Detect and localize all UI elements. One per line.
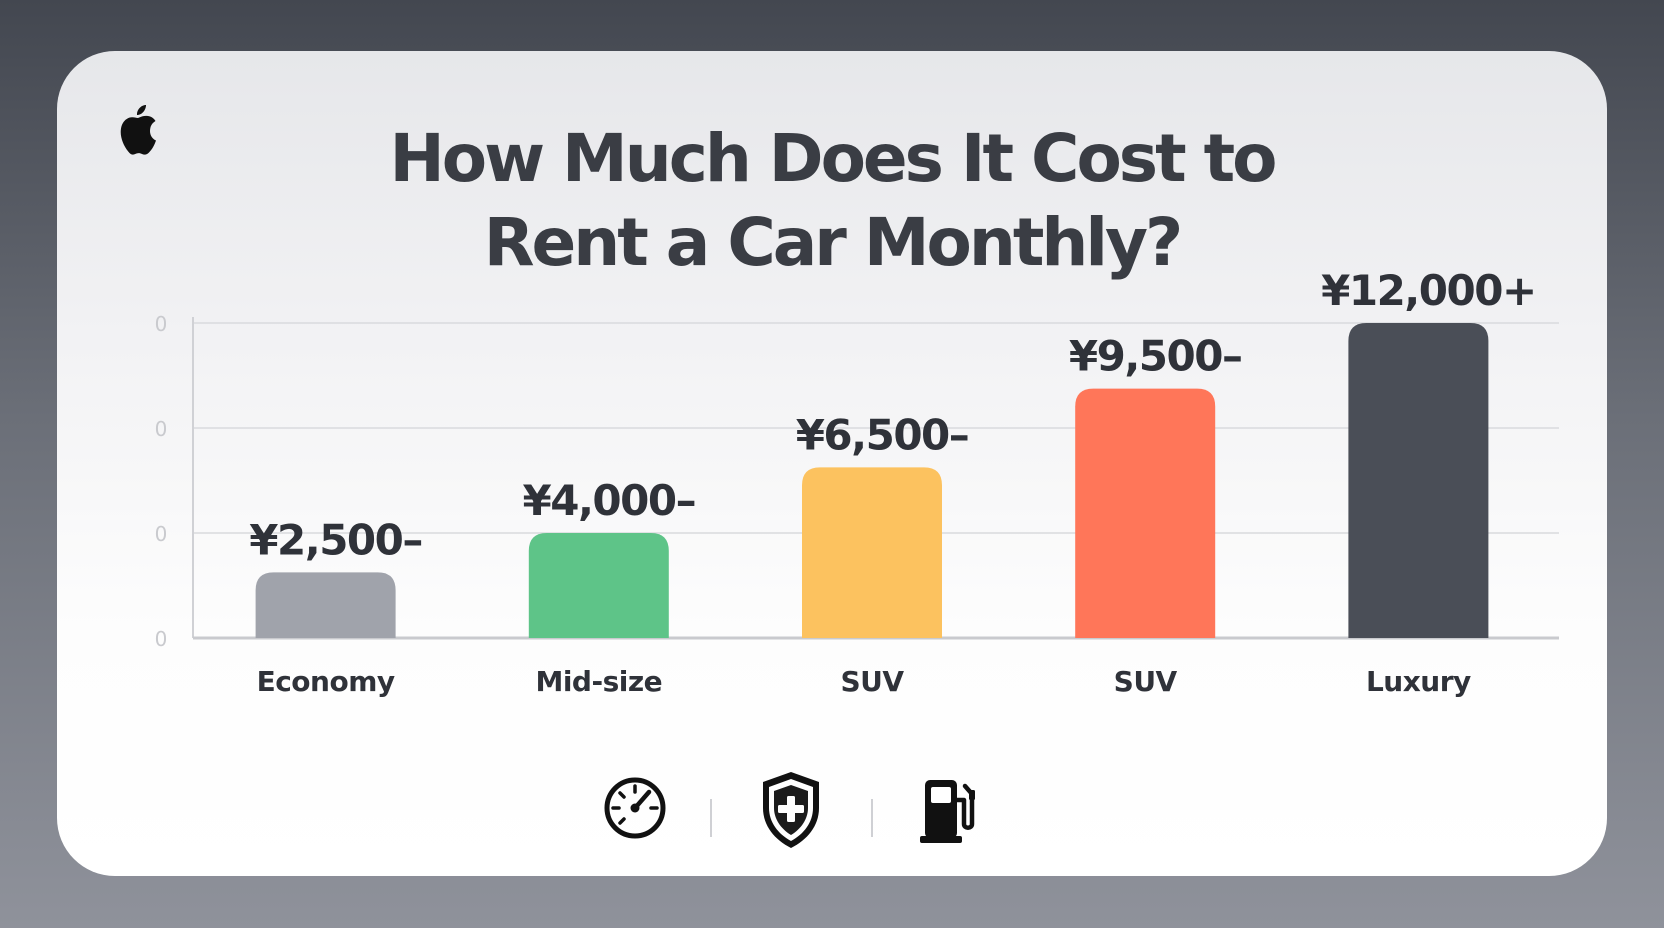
icon-separator — [710, 799, 712, 837]
bar — [802, 467, 942, 638]
x-tick-label: SUV — [1114, 665, 1178, 698]
y-tick-label: 0 — [155, 627, 168, 651]
bar-value-label: ¥6,500– — [796, 410, 969, 459]
bar-value-label: ¥4,000– — [523, 476, 696, 525]
x-tick-label: Economy — [257, 665, 395, 698]
title-line-2: Rent a Car Monthly? — [483, 204, 1184, 281]
speedometer-icon — [604, 777, 666, 839]
bar — [1075, 388, 1216, 638]
apple-logo-icon — [120, 105, 156, 155]
y-tick-label: 0 — [155, 417, 168, 441]
bar-value-label: ¥9,500– — [1069, 332, 1242, 381]
fuel-pump-icon — [920, 780, 975, 843]
bar-chart: 0 0 0 0 ¥2,500– Economy ¥4,000– Mid-size ¥6,500–… — [155, 266, 1559, 698]
x-tick-label: SUV — [840, 665, 904, 698]
title-line-1: How Much Does It Cost to — [389, 120, 1278, 197]
bar — [528, 533, 669, 638]
chart-title: How Much Does It Cost to Rent a Car Mont… — [57, 117, 1607, 285]
shield-plus-icon — [763, 772, 819, 848]
x-tick-label: Mid-size — [535, 665, 662, 698]
chart-card: How Much Does It Cost to Rent a Car Mont… — [57, 51, 1607, 876]
y-tick-label: 0 — [155, 522, 168, 546]
bar — [255, 572, 396, 638]
bar — [1348, 323, 1489, 638]
x-tick-label: Luxury — [1366, 665, 1471, 698]
icon-separator — [871, 799, 873, 837]
y-tick-label: 0 — [155, 312, 168, 336]
feature-icons — [57, 766, 1607, 856]
bar-value-label: ¥2,500– — [249, 515, 422, 564]
bar-value-label: ¥12,000+ — [1321, 266, 1536, 315]
